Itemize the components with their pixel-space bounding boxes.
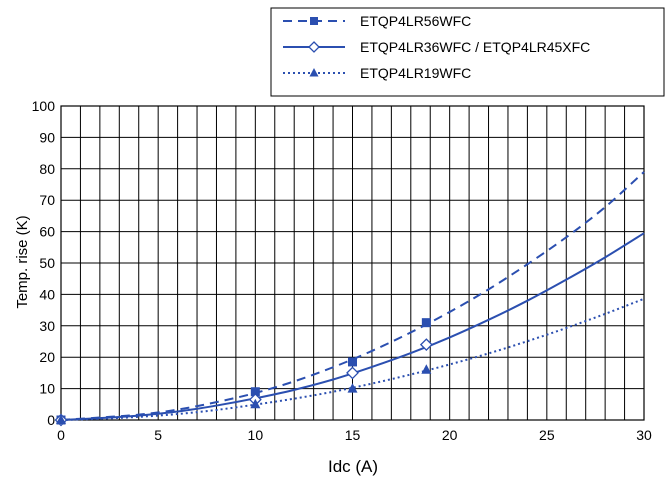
y-tick-label: 40	[39, 286, 55, 302]
y-axis-label: Temp. rise (K)	[14, 215, 31, 308]
y-tick-label: 90	[39, 129, 55, 145]
data-point-triangle	[250, 398, 261, 409]
data-point-square	[310, 17, 318, 25]
y-tick-label: 100	[32, 98, 56, 114]
data-point-diamond	[346, 366, 359, 380]
tick-labels: 0 5 10 15 20 25 30 0 10 20 30 40 50 60 70 80 90 100	[32, 98, 652, 443]
plot-frame	[60, 105, 645, 421]
data-point-square	[421, 318, 431, 328]
y-tick-label: 30	[39, 318, 55, 334]
data-point-square	[348, 357, 357, 367]
y-tick-label: 20	[39, 349, 55, 365]
legend-box	[270, 7, 665, 97]
x-axis-label: Idc (A)	[328, 457, 378, 476]
x-tick-label: 20	[442, 427, 458, 443]
x-tick-label: 0	[57, 427, 65, 443]
x-tick-label: 10	[248, 427, 264, 443]
data-point-diamond	[308, 41, 320, 53]
series-markers	[54, 318, 433, 427]
y-tick-label: 80	[39, 161, 55, 177]
legend-label-2: ETQP4LR36WFC / ETQP4LR45XFC	[360, 39, 590, 55]
y-tick-label: 50	[39, 255, 55, 271]
y-tick-label: 0	[47, 412, 55, 428]
axes	[60, 105, 645, 421]
data-point-diamond	[419, 338, 433, 352]
data-point-triangle	[309, 68, 319, 77]
series-line-1	[60, 171, 645, 421]
data-point-triangle	[421, 364, 432, 374]
y-tick-label: 60	[39, 224, 55, 240]
series-line-3	[60, 297, 645, 421]
y-tick-label: 10	[39, 381, 55, 397]
y-tick-label: 70	[39, 192, 55, 208]
x-tick-label: 15	[345, 427, 361, 443]
legend-label-1: ETQP4LR56WFC	[360, 13, 471, 29]
legend-label-3: ETQP4LR19WFC	[360, 65, 471, 81]
data-point-square	[250, 387, 260, 397]
x-tick-label: 30	[636, 427, 652, 443]
legend: ETQP4LR56WFC ETQP4LR36WFC / ETQP4LR45XFC E…	[270, 7, 665, 97]
x-tick-label: 25	[539, 427, 555, 443]
x-tick-label: 5	[154, 427, 162, 443]
data-point-triangle	[347, 383, 358, 393]
data-point-triangle	[56, 414, 66, 424]
